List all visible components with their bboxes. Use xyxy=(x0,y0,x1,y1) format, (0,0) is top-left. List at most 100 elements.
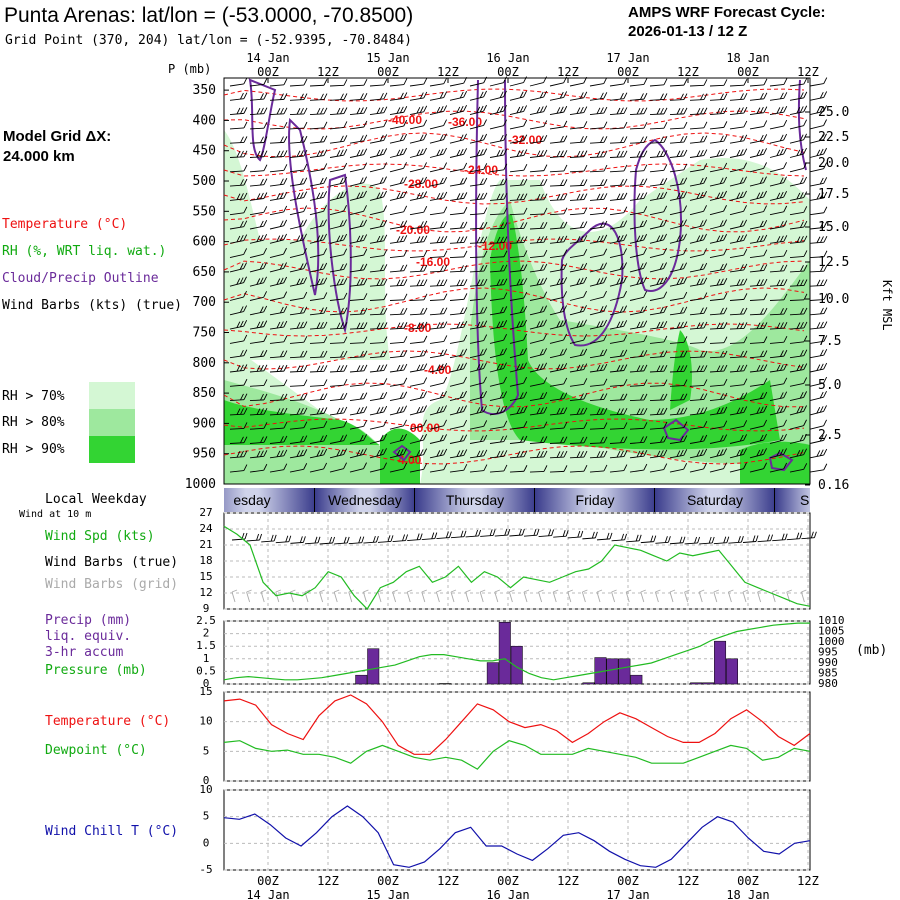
barb-feather xyxy=(639,234,644,242)
wind-barb-upper xyxy=(289,121,308,130)
grid-barb xyxy=(246,589,252,593)
barb-feather xyxy=(623,334,628,342)
barb-feather xyxy=(339,177,344,184)
wind-barb-upper xyxy=(649,247,667,259)
wind-barb-upper xyxy=(489,292,508,301)
barb-feather xyxy=(283,291,288,298)
barb-feather xyxy=(760,364,764,372)
wind-barb-upper xyxy=(549,235,568,244)
wind-barb-upper xyxy=(269,291,288,301)
barb-feather xyxy=(703,262,708,270)
wind-barb-upper xyxy=(289,435,308,444)
barb-feather xyxy=(403,377,408,385)
barb-feather xyxy=(659,263,664,270)
barb-feather xyxy=(596,364,601,372)
barb-feather xyxy=(443,119,447,126)
barb-feather xyxy=(396,107,401,114)
barb-feather xyxy=(339,407,344,414)
wind-barb-upper xyxy=(289,463,308,473)
barb-feather xyxy=(460,265,464,272)
wind-barb-upper xyxy=(509,76,527,87)
wind-barb-upper xyxy=(449,206,468,216)
wind-barb-upper xyxy=(449,463,468,473)
precip-bar xyxy=(618,658,631,685)
barb-feather xyxy=(423,433,427,441)
barb-feather xyxy=(343,190,347,198)
wind-barb-10m xyxy=(757,534,774,603)
wind-barb-upper xyxy=(369,322,388,330)
barb-feather xyxy=(323,79,328,86)
barb-feather xyxy=(779,220,784,228)
barb-shaft xyxy=(567,536,581,539)
barb-feather xyxy=(683,407,688,414)
barb-shaft xyxy=(769,211,784,216)
barb-shaft xyxy=(689,168,704,173)
barb-feather xyxy=(583,305,587,312)
wind-barb-upper xyxy=(249,291,268,301)
barb-feather xyxy=(443,362,448,370)
barb-shaft xyxy=(489,311,504,316)
barb-feather xyxy=(403,147,407,155)
wind-barb-upper xyxy=(329,448,348,459)
barb-shaft xyxy=(349,239,364,244)
wind-barb-upper xyxy=(789,419,807,430)
barb-feather xyxy=(296,235,301,242)
barb-shaft xyxy=(629,268,644,273)
wind-barb-upper xyxy=(769,293,788,301)
barb-feather xyxy=(396,364,401,372)
barb-feather xyxy=(679,178,684,185)
barb-feather xyxy=(459,105,464,113)
barb-feather xyxy=(623,436,628,443)
rh-80-label: RH > 80% xyxy=(2,415,65,430)
kft-msl-label: Kft MSL xyxy=(880,280,894,331)
wind-barb-upper xyxy=(549,150,568,158)
barb-shaft xyxy=(589,83,604,87)
barb-feather xyxy=(323,205,327,212)
wind-barb-upper xyxy=(429,448,448,459)
wind-barb-10m xyxy=(771,533,788,603)
barb-feather xyxy=(340,365,344,372)
wind-barb-upper xyxy=(709,263,728,273)
barb-shaft xyxy=(549,126,564,130)
barb-feather xyxy=(523,406,528,413)
wind-barb-upper xyxy=(789,349,808,359)
barb-feather xyxy=(343,378,348,386)
barb-feather xyxy=(439,363,444,371)
grid-barb xyxy=(640,591,645,603)
barb-feather xyxy=(263,233,268,241)
barb-feather xyxy=(783,462,788,470)
wind-barb-upper xyxy=(729,420,748,430)
barb-feather xyxy=(643,262,647,269)
barb-feather xyxy=(556,451,561,458)
barb-feather xyxy=(416,279,421,287)
top-time-label: 12Z xyxy=(677,65,699,79)
pressure-tick-label-right: 985 xyxy=(818,667,838,680)
barb-feather xyxy=(273,534,277,542)
barb-shaft xyxy=(389,167,404,173)
barb-shaft xyxy=(449,183,464,187)
wind-speed-tick-label: 12 xyxy=(199,586,212,599)
barb-feather xyxy=(823,448,828,456)
barb-feather xyxy=(583,450,588,458)
barb-feather xyxy=(243,393,248,400)
wind-barb-upper xyxy=(529,76,547,87)
barb-shaft xyxy=(749,397,764,402)
barb-shaft xyxy=(509,311,524,316)
barb-feather xyxy=(399,449,404,456)
barb-feather xyxy=(743,176,747,183)
barb-feather xyxy=(423,349,428,356)
wind-barb-upper xyxy=(729,263,748,273)
barb-feather xyxy=(643,463,648,471)
wind-barb-upper xyxy=(429,206,448,216)
barb-feather xyxy=(319,449,324,456)
barb-feather xyxy=(403,336,408,343)
wind-barb-upper xyxy=(709,219,727,230)
top-time-label: 12Z xyxy=(317,65,339,79)
wind-barb-upper xyxy=(489,76,507,87)
wind-barb-upper xyxy=(769,405,788,416)
wind-barb-upper xyxy=(469,163,488,173)
barb-feather xyxy=(420,307,424,315)
wind-barb-upper xyxy=(569,334,588,344)
barb-shaft xyxy=(609,226,624,230)
wind-barb-upper xyxy=(709,462,727,473)
